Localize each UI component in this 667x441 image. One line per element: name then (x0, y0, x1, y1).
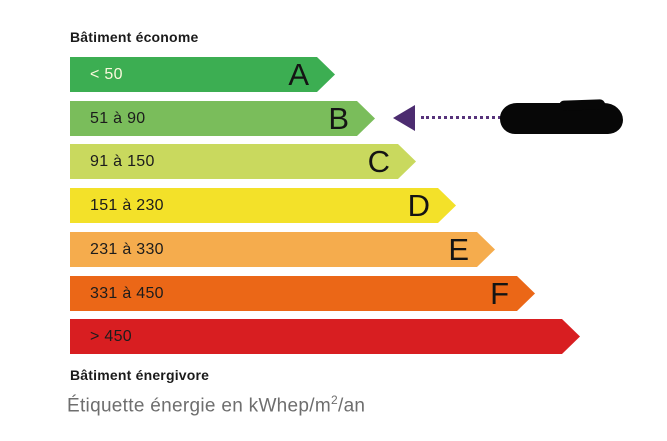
energy-band-d: 151 à 230 D (70, 188, 456, 223)
rating-left-arrow-icon (393, 105, 415, 131)
band-letter: E (448, 231, 469, 267)
energy-band-a: < 50 A (70, 57, 335, 92)
band-range-label: 151 à 230 (90, 196, 164, 214)
band-range-label: 91 à 150 (90, 152, 155, 170)
rating-dotted-line (421, 116, 501, 119)
energy-band-g: > 450 (70, 319, 580, 354)
energy-band-e: 231 à 330 E (70, 232, 495, 267)
energy-band-f: 331 à 450 F (70, 276, 535, 311)
building-energy-intensive-label: Bâtiment énergivore (70, 367, 210, 383)
band-letter: C (367, 143, 390, 179)
band-letter: F (490, 275, 509, 311)
energy-band-c: 91 à 150 C (70, 144, 416, 179)
caption-text: Étiquette énergie en kWhep/m (67, 395, 331, 417)
caption-suffix: /an (337, 395, 366, 417)
band-range-label: < 50 (90, 65, 123, 83)
caption-superscript: 2 (331, 393, 338, 407)
band-range-label: > 450 (90, 327, 132, 345)
redacted-value-blob (500, 103, 623, 134)
band-range-label: 231 à 330 (90, 240, 164, 258)
band-letter: A (288, 56, 309, 92)
band-range-label: 331 à 450 (90, 284, 164, 302)
band-range-label: 51 à 90 (90, 109, 146, 127)
band-letter: B (328, 100, 349, 136)
energy-band-b: 51 à 90 B (70, 101, 375, 136)
chart-caption: Étiquette énergie en kWhep/m2/an (67, 393, 365, 417)
band-letter: D (407, 187, 430, 223)
building-economical-label: Bâtiment économe (70, 29, 199, 45)
